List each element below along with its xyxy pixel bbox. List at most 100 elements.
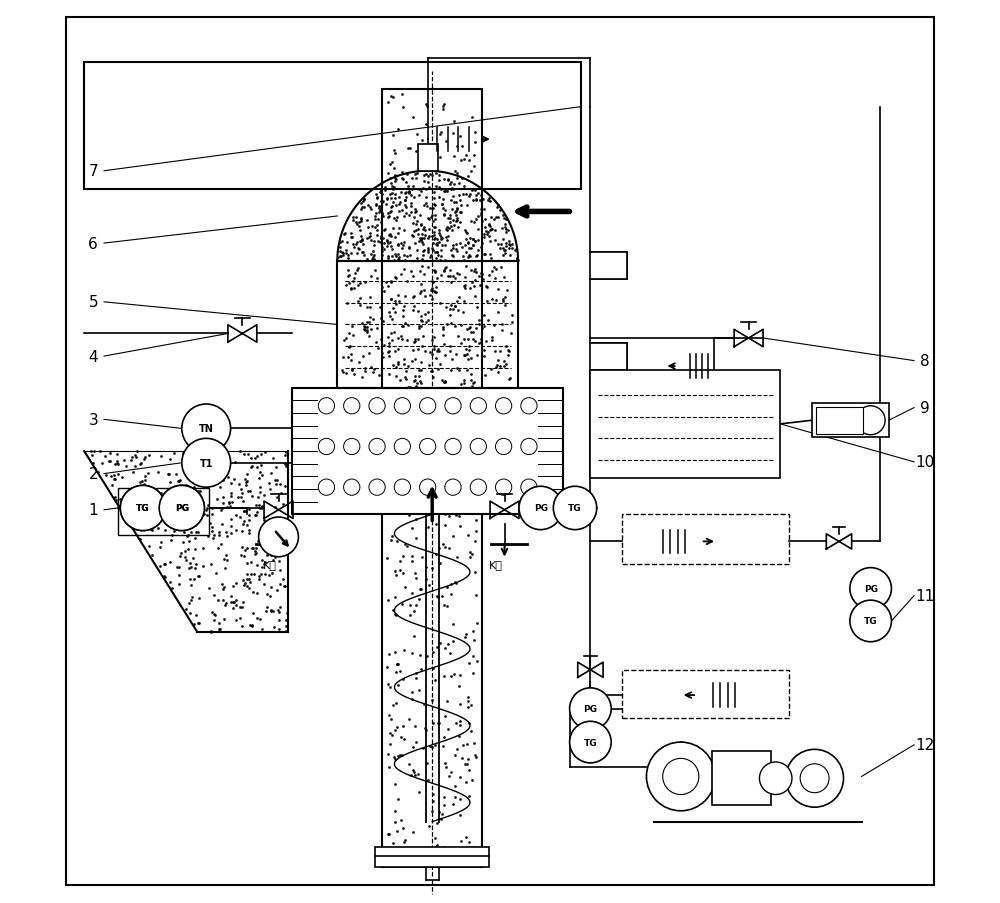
- Point: [223, 526, 239, 541]
- Point: [226, 472, 242, 487]
- Circle shape: [159, 486, 204, 531]
- Point: [245, 606, 261, 620]
- Point: [421, 229, 437, 244]
- Point: [432, 151, 448, 165]
- Point: [198, 503, 214, 517]
- Point: [435, 739, 451, 753]
- Point: [481, 217, 497, 231]
- Point: [396, 835, 412, 850]
- Point: [341, 269, 357, 284]
- Text: 10: 10: [915, 455, 935, 470]
- Point: [173, 519, 189, 534]
- Point: [157, 503, 173, 517]
- Point: [457, 758, 473, 772]
- Point: [383, 293, 399, 307]
- Point: [143, 522, 159, 536]
- Point: [241, 514, 257, 528]
- Point: [183, 593, 199, 608]
- Point: [436, 432, 452, 446]
- Point: [382, 680, 398, 694]
- Point: [384, 156, 400, 171]
- Point: [356, 192, 372, 207]
- Point: [236, 447, 252, 461]
- Circle shape: [521, 479, 537, 496]
- Point: [412, 470, 428, 484]
- Point: [260, 539, 276, 554]
- Circle shape: [394, 479, 411, 496]
- Point: [449, 213, 465, 228]
- Point: [338, 244, 354, 258]
- Point: [253, 567, 269, 582]
- Point: [484, 265, 500, 279]
- Point: [205, 478, 221, 492]
- Point: [460, 409, 476, 424]
- Point: [384, 529, 400, 544]
- Point: [438, 230, 454, 245]
- Point: [470, 186, 486, 200]
- Point: [468, 750, 484, 765]
- Point: [136, 523, 152, 537]
- Point: [363, 202, 379, 217]
- Point: [438, 759, 454, 774]
- Point: [164, 496, 180, 510]
- Point: [443, 243, 459, 257]
- Point: [385, 221, 401, 236]
- Point: [365, 312, 381, 327]
- Point: [403, 265, 419, 279]
- Point: [448, 214, 464, 228]
- Point: [450, 330, 466, 344]
- Point: [373, 232, 389, 247]
- Point: [395, 101, 411, 116]
- Point: [406, 290, 422, 304]
- Text: PG: PG: [175, 504, 189, 513]
- Point: [351, 219, 367, 234]
- Point: [265, 515, 281, 529]
- Point: [435, 322, 451, 337]
- Point: [168, 501, 184, 516]
- Point: [370, 235, 386, 249]
- Point: [380, 747, 396, 761]
- Point: [397, 199, 413, 213]
- Point: [371, 368, 387, 383]
- Point: [387, 247, 403, 262]
- Bar: [375, 847, 489, 867]
- Point: [418, 561, 434, 575]
- Point: [424, 804, 440, 818]
- Point: [496, 354, 512, 368]
- Point: [448, 205, 464, 219]
- Point: [489, 200, 505, 215]
- Point: [387, 590, 403, 604]
- Point: [248, 541, 264, 555]
- Point: [455, 738, 471, 752]
- Point: [127, 459, 143, 473]
- Point: [369, 219, 385, 233]
- Point: [365, 250, 381, 265]
- Point: [397, 833, 413, 848]
- Point: [253, 458, 269, 472]
- Point: [419, 649, 435, 664]
- Point: [449, 361, 465, 376]
- Point: [234, 600, 250, 615]
- Point: [116, 453, 132, 468]
- Point: [424, 275, 440, 289]
- Circle shape: [521, 398, 537, 414]
- Point: [385, 302, 401, 316]
- Point: [428, 403, 444, 417]
- Point: [172, 550, 188, 564]
- Point: [277, 458, 293, 472]
- Point: [388, 569, 404, 583]
- Point: [456, 349, 472, 363]
- Point: [127, 482, 143, 497]
- Point: [195, 503, 211, 517]
- Point: [198, 463, 214, 478]
- Point: [426, 446, 442, 461]
- Point: [457, 503, 473, 517]
- Point: [338, 331, 354, 346]
- Point: [440, 229, 456, 244]
- Point: [385, 835, 401, 850]
- Point: [352, 235, 368, 249]
- Point: [387, 188, 403, 202]
- Point: [221, 496, 237, 510]
- Point: [476, 343, 492, 358]
- Point: [457, 349, 473, 363]
